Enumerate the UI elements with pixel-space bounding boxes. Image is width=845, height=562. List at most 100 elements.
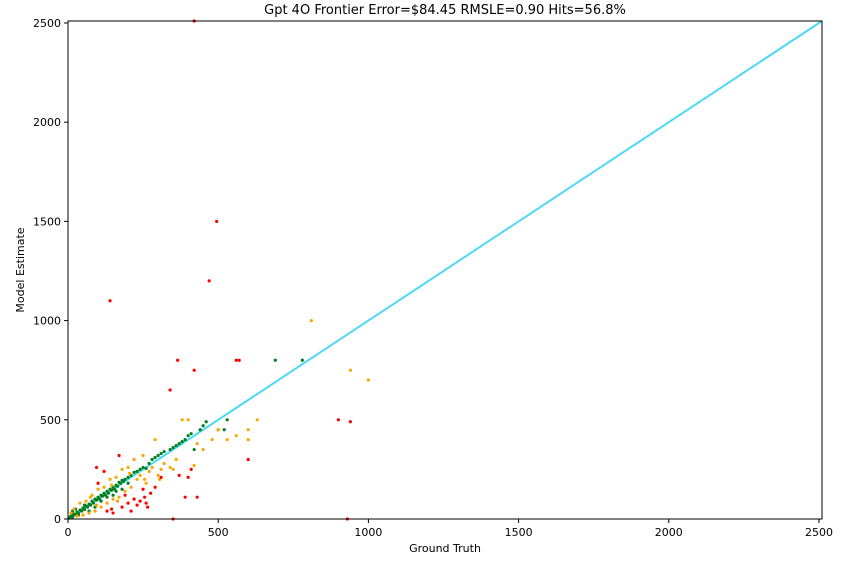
data-point-orange [81,513,85,517]
data-point-green [70,515,75,519]
data-point-red [135,503,139,507]
data-point-orange [96,487,100,491]
data-point-orange [174,457,178,462]
data-point-green [189,432,193,436]
data-point-orange [159,467,163,471]
data-point-orange [99,505,103,509]
data-point-orange [216,428,220,432]
data-point-orange [162,461,166,466]
data-point-orange [168,465,172,470]
data-point-green [300,358,304,362]
data-point-red [126,501,130,505]
data-point-red [149,491,153,495]
data-point-orange [102,485,106,489]
data-point-red [195,495,199,499]
data-point-red [177,473,181,477]
data-point-green [153,455,157,460]
data-point-orange [111,497,115,501]
y-tick-label: 1000 [33,315,61,328]
x-tick-label: 1500 [505,526,533,539]
data-point-orange [84,499,88,503]
data-point-red [129,509,133,513]
data-point-green [201,424,205,428]
data-point-orange [138,473,142,477]
data-point-red [117,453,121,458]
data-point-red [111,511,115,515]
data-point-orange [129,485,133,489]
data-point-orange [180,418,184,422]
data-point-green [118,481,123,485]
data-point-orange [171,467,175,471]
data-point-orange [123,489,127,493]
data-point-green [273,358,277,362]
data-point-red [237,358,241,362]
data-point-red [348,420,352,424]
data-point-orange [147,469,151,473]
data-point-orange [143,477,147,481]
data-point-orange [225,438,229,442]
data-point-orange [201,447,205,452]
data-point-green [222,428,226,432]
data-point-green [174,443,178,448]
data-point-red [207,279,211,283]
data-point-green [91,501,96,505]
data-point-orange [246,438,250,442]
data-point-red [189,467,193,471]
data-point-orange [210,438,214,442]
data-point-green [147,461,151,466]
data-point-green [159,451,163,456]
data-point-green [135,469,139,473]
data-point-green [225,418,229,422]
data-point-green [204,420,208,424]
data-point-orange [120,467,124,471]
data-point-red [132,497,136,501]
data-point-green [144,466,148,471]
data-point-orange [186,418,190,422]
plot-area [68,19,822,521]
data-point-green [186,434,190,438]
data-point-orange [150,465,154,470]
data-point-orange [309,318,313,323]
data-point-green [132,470,136,474]
data-point-green [156,453,160,458]
data-point-orange [117,495,121,499]
data-point-red [143,495,147,499]
data-point-green [94,498,99,502]
data-point-orange [88,495,93,499]
data-point-orange [255,418,259,422]
data-point-red [141,487,145,491]
data-point-red [183,495,187,499]
axes: 0 500 1000 1500 2000 2500 0 500 1000 1500 2000 2500 [33,17,833,539]
data-point-red [146,505,150,509]
data-point-green [115,484,120,488]
data-point-green [109,488,114,492]
data-point-green [105,495,109,499]
data-point-orange [234,434,238,438]
data-point-red [138,499,142,503]
chart-title: Gpt 4O Frontier Error=$84.45 RMSLE=0.90 … [264,3,626,18]
data-point-orange [69,511,73,515]
data-point-red [102,469,106,473]
data-point-orange [115,499,120,503]
data-point-red [120,505,124,509]
data-point-green [180,440,184,444]
data-point-orange [108,477,112,481]
y-tick-label: 1500 [33,215,61,228]
data-point-orange [127,471,132,475]
data-point-green [183,438,187,442]
data-point-green [177,442,181,446]
y-tick-label: 2500 [33,17,61,30]
data-point-orange [192,463,196,468]
data-point-red [108,299,112,303]
data-point-green [141,465,145,470]
data-point-red [246,457,250,462]
data-point-green [126,475,130,479]
data-point-green [79,509,84,513]
x-tick-label: 2500 [805,526,833,539]
data-point-orange [109,483,114,487]
data-point-green [162,449,166,454]
data-point-red [168,388,172,392]
x-tick-label: 1000 [354,526,382,539]
data-point-red [176,358,180,362]
data-point-red [215,219,219,223]
